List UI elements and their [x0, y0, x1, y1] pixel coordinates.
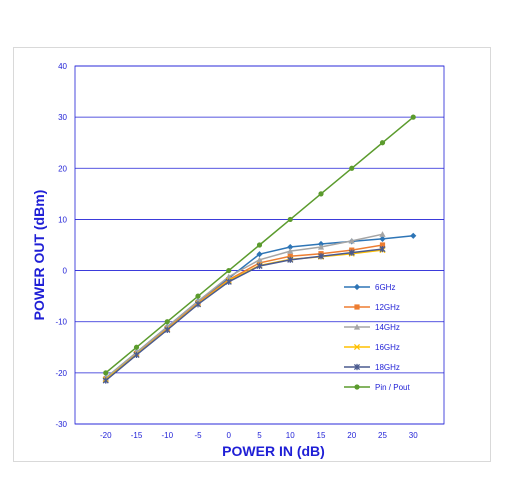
- data-point: [164, 326, 171, 333]
- data-point: [256, 242, 263, 248]
- series-line: [105, 244, 383, 380]
- data-point: [256, 262, 263, 270]
- data-point: [287, 216, 293, 223]
- y-tick-label: 20: [58, 164, 67, 173]
- data-point: [102, 377, 109, 384]
- legend-label: 16GHz: [375, 343, 400, 352]
- data-point: [379, 235, 386, 242]
- y-tick-label: -10: [55, 318, 67, 327]
- x-tick-label: 30: [409, 431, 418, 440]
- data-point: [256, 251, 263, 258]
- data-point: [256, 256, 263, 263]
- legend-marker: [354, 384, 360, 390]
- y-tick-label: -30: [55, 420, 67, 429]
- data-point: [225, 273, 232, 280]
- data-point: [317, 243, 325, 250]
- data-point: [379, 245, 386, 253]
- data-point: [318, 191, 324, 197]
- data-point: [225, 278, 232, 285]
- data-point: [195, 293, 201, 299]
- legend-item: Pin / Pout: [344, 383, 410, 392]
- data-point: [287, 248, 294, 254]
- data-point: [287, 253, 293, 259]
- tick-labels: -30 -20 -10 0 10 20 30 40 -20 -15 -10 -5 0 5 10 15 20 25 3…: [55, 62, 418, 440]
- data-point: [287, 256, 294, 263]
- series-4: [102, 245, 386, 384]
- line-chart: -30 -20 -10 0 10 20 30 40 -20 -15 -10 -5 0 5 10 15 20 25 3…: [31, 62, 445, 459]
- legend-item: 16GHz: [344, 343, 400, 352]
- legend-item: 6GHz: [344, 283, 395, 292]
- chart-frame: -30 -20 -10 0 10 20 30 40 -20 -15 -10 -5 0 5 10 15 20 25 3…: [13, 47, 491, 462]
- data-point: [133, 351, 140, 359]
- data-point: [133, 344, 140, 350]
- legend-label: 6GHz: [375, 283, 395, 292]
- data-point: [410, 232, 417, 239]
- gridlines: [75, 65, 444, 425]
- data-point: [194, 301, 202, 308]
- legend-marker: [353, 323, 361, 330]
- y-tick-label: 30: [58, 113, 67, 122]
- data-point: [379, 140, 386, 146]
- x-tick-label: -15: [131, 431, 143, 440]
- data-point: [410, 114, 416, 120]
- x-tick-label: -5: [194, 431, 202, 440]
- legend-marker: [353, 343, 361, 351]
- data-point: [348, 237, 355, 244]
- x-tick-label: 5: [257, 431, 262, 440]
- data-point: [379, 231, 386, 237]
- legend: 6GHz 12GHz 14GHz 16GHz 18GHz Pin / Pout: [344, 283, 410, 392]
- x-tick-label: -20: [100, 431, 112, 440]
- legend-label: 12GHz: [375, 303, 400, 312]
- y-axis-title: POWER OUT (dBm): [31, 190, 47, 321]
- y-tick-label: 10: [58, 215, 67, 224]
- data-point: [164, 319, 170, 325]
- y-tick-label: 0: [63, 267, 68, 276]
- plot-area-border: [74, 65, 445, 425]
- y-tick-label: -20: [55, 369, 67, 378]
- series-5: [103, 114, 416, 376]
- series-1: [103, 242, 386, 382]
- legend-item: 14GHz: [344, 323, 400, 332]
- data-point: [226, 267, 232, 274]
- series-line: [105, 248, 383, 382]
- legend-item: 12GHz: [344, 303, 400, 312]
- legend-marker: [354, 304, 360, 310]
- legend-label: Pin / Pout: [375, 383, 410, 392]
- x-tick-label: 15: [317, 431, 326, 440]
- data-point: [287, 243, 294, 251]
- legend-marker: [353, 363, 361, 371]
- x-tick-label: -10: [161, 431, 173, 440]
- series-line: [105, 233, 383, 379]
- x-tick-label: 25: [378, 431, 387, 440]
- series-line: [105, 249, 383, 381]
- x-tick-label: 20: [347, 431, 356, 440]
- data-point: [103, 370, 109, 376]
- axes: [74, 65, 445, 425]
- series-group: [102, 114, 417, 384]
- y-tick-label: 40: [58, 62, 67, 71]
- data-point: [379, 242, 386, 248]
- legend-marker: [353, 283, 361, 291]
- legend-label: 18GHz: [375, 363, 400, 372]
- legend-item: 18GHz: [344, 363, 400, 372]
- data-point: [349, 165, 355, 171]
- x-axis-title: POWER IN (dB): [222, 443, 325, 459]
- data-point: [348, 249, 355, 256]
- legend-label: 14GHz: [375, 323, 400, 332]
- x-tick-label: 0: [227, 431, 232, 440]
- data-point: [317, 253, 325, 260]
- x-tick-label: 10: [286, 431, 295, 440]
